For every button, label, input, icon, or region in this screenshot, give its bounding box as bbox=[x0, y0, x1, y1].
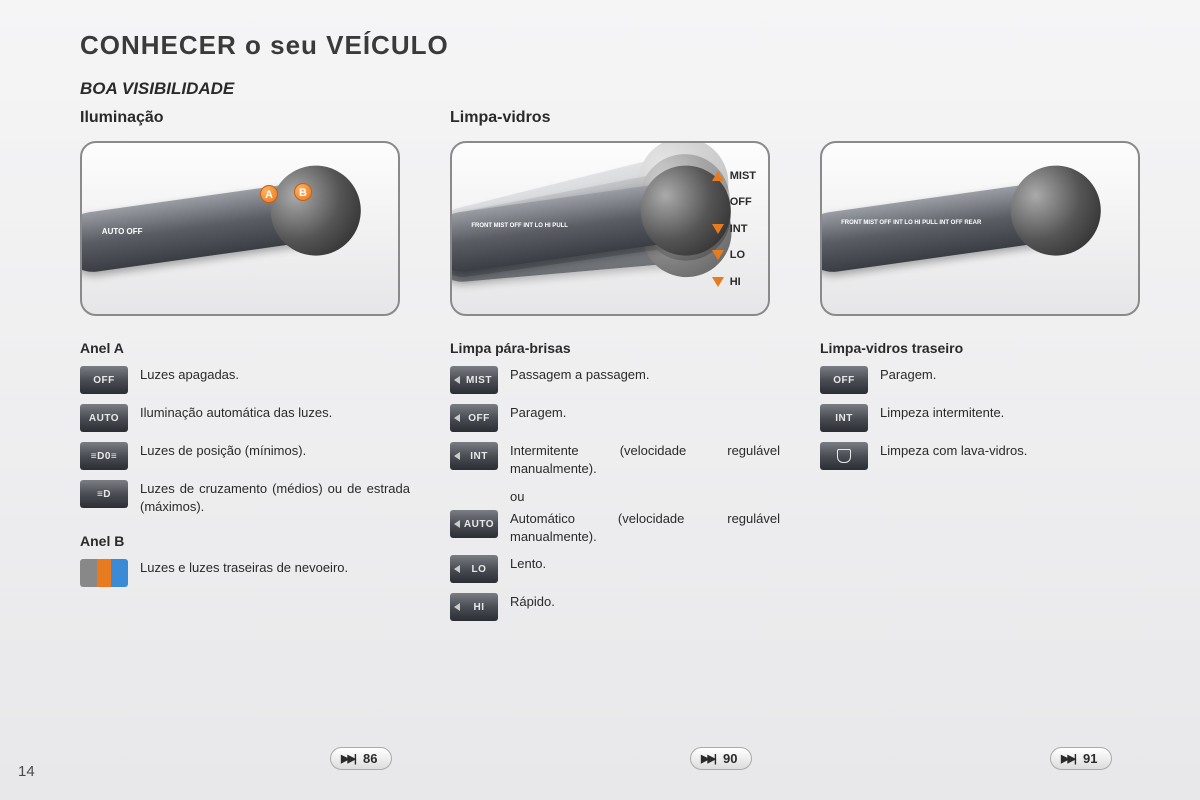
legend-icon: AUTO bbox=[80, 404, 128, 432]
legend-row: OFF Paragem. bbox=[450, 404, 780, 432]
legend-icon: MIST bbox=[450, 366, 498, 394]
or-label: ou bbox=[510, 489, 780, 504]
legend-icon: INT bbox=[450, 442, 498, 470]
legend-row: OFF Paragem. bbox=[820, 366, 1150, 394]
legend-row: MIST Passagem a passagem. bbox=[450, 366, 780, 394]
legend-title-front: Limpa pára-brisas bbox=[450, 340, 780, 356]
legend-text: Limpeza intermitente. bbox=[880, 404, 1150, 422]
page-number: 14 bbox=[18, 763, 35, 780]
legend-row: OFF Luzes apagadas. bbox=[80, 366, 410, 394]
legend-text: Paragem. bbox=[880, 366, 1150, 384]
legend-text: Luzes e luzes traseiras de nevoeiro. bbox=[140, 559, 410, 577]
legend-icon: INT bbox=[820, 404, 868, 432]
legend-text: Passagem a passagem. bbox=[510, 366, 780, 384]
legend-text: Limpeza com lava-vidros. bbox=[880, 442, 1150, 460]
legend-icon: LO bbox=[450, 555, 498, 583]
legend-row: LO Lento. bbox=[450, 555, 780, 583]
page-ref-91: ▶▶| 91 bbox=[1050, 747, 1112, 770]
legend-row: INT Limpeza intermitente. bbox=[820, 404, 1150, 432]
legend-row: ≡D Luzes de cruzamento (médios) ou de est… bbox=[80, 480, 410, 515]
column-wipers-front: Limpa-vidros FRONT MIST OFF INT LO HI PU… bbox=[450, 109, 780, 631]
heading-lighting: Iluminação bbox=[80, 109, 410, 129]
legend-row: ≡D0≡ Luzes de posição (mínimos). bbox=[80, 442, 410, 470]
legend-text: Intermitente (velocidade regulável manua… bbox=[510, 442, 780, 477]
legend-row: Luzes e luzes traseiras de nevoeiro. bbox=[80, 559, 410, 587]
legend-icon bbox=[820, 442, 868, 470]
legend-text: Paragem. bbox=[510, 404, 780, 422]
legend-text: Iluminação automática das luzes. bbox=[140, 404, 410, 422]
legend-text: Luzes de cruzamento (médios) ou de estra… bbox=[140, 480, 410, 515]
legend-text: Lento. bbox=[510, 555, 780, 573]
legend-icon: OFF bbox=[450, 404, 498, 432]
legend-text: Luzes de posição (mínimos). bbox=[140, 442, 410, 460]
mode-labels: MIST OFF INT LO HI bbox=[712, 163, 756, 295]
legend-row: AUTO Iluminação automática das luzes. bbox=[80, 404, 410, 432]
heading-empty bbox=[820, 109, 1150, 129]
ring-b-title: Anel B bbox=[80, 533, 410, 549]
legend-icon bbox=[80, 559, 128, 587]
legend-row: Limpeza com lava-vidros. bbox=[820, 442, 1150, 470]
diagram-wiper-stalk-front: FRONT MIST OFF INT LO HI PULL MIST OFF I… bbox=[450, 141, 770, 316]
page-ref-90: ▶▶| 90 bbox=[690, 747, 752, 770]
stalk-labels: FRONT MIST OFF INT LO HI PULL bbox=[471, 222, 568, 230]
legend-icon: OFF bbox=[80, 366, 128, 394]
legend-text: Automático (velocidade regulável manualm… bbox=[510, 510, 780, 545]
legend-icon: HI bbox=[450, 593, 498, 621]
fast-forward-icon: ▶▶| bbox=[341, 752, 355, 765]
stalk-labels: AUTO OFF bbox=[102, 226, 143, 237]
section-title: BOA VISIBILIDADE bbox=[80, 79, 1150, 99]
legend-text: Rápido. bbox=[510, 593, 780, 611]
diagram-lighting-stalk: AUTO OFF A B bbox=[80, 141, 400, 316]
page-title: CONHECER o seu VEÍCULO bbox=[80, 30, 1150, 61]
marker-a: A bbox=[260, 185, 278, 203]
legend-icon: ≡D0≡ bbox=[80, 442, 128, 470]
legend-icon: OFF bbox=[820, 366, 868, 394]
legend-row: INT Intermitente (velocidade regulável ma… bbox=[450, 442, 780, 477]
legend-row: HI Rápido. bbox=[450, 593, 780, 621]
legend-row: AUTO Automático (velocidade regulável man… bbox=[450, 510, 780, 545]
fast-forward-icon: ▶▶| bbox=[701, 752, 715, 765]
page-ref-86: ▶▶| 86 bbox=[330, 747, 392, 770]
column-lighting: Iluminação AUTO OFF A B Anel A OFF Luzes … bbox=[80, 109, 410, 631]
legend-icon: AUTO bbox=[450, 510, 498, 538]
legend-title-rear: Limpa-vidros traseiro bbox=[820, 340, 1150, 356]
fast-forward-icon: ▶▶| bbox=[1061, 752, 1075, 765]
legend-text: Luzes apagadas. bbox=[140, 366, 410, 384]
diagram-wiper-stalk-rear: FRONT MIST OFF INT LO HI PULL INT OFF RE… bbox=[820, 141, 1140, 316]
stalk-labels: FRONT MIST OFF INT LO HI PULL INT OFF RE… bbox=[841, 219, 981, 227]
ring-a-title: Anel A bbox=[80, 340, 410, 356]
legend-icon: ≡D bbox=[80, 480, 128, 508]
marker-b: B bbox=[294, 183, 312, 201]
column-wipers-rear: FRONT MIST OFF INT LO HI PULL INT OFF RE… bbox=[820, 109, 1150, 631]
heading-wipers: Limpa-vidros bbox=[450, 109, 780, 129]
